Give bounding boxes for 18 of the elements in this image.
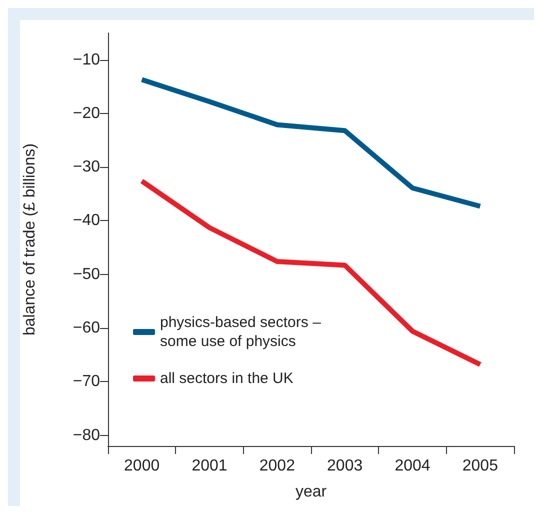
x-axis-title: year: [295, 484, 328, 500]
x-tick-label: 2001: [192, 458, 228, 474]
y-tick-label: −30: [72, 158, 100, 176]
y-axis-title: balance of trade (£ billions): [22, 143, 38, 336]
y-tick-label: −60: [72, 320, 100, 336]
x-tick-label: 2000: [124, 458, 160, 474]
y-tick-label: −50: [72, 266, 100, 283]
x-tick-label: 2005: [462, 458, 498, 474]
x-tick-label: 2002: [259, 458, 296, 474]
y-tick-label: −10: [72, 51, 100, 68]
x-tick-label: 2003: [327, 458, 363, 474]
y-tick-label: −20: [72, 104, 100, 122]
y-tick-label: −80: [72, 426, 100, 444]
legend-label: all sectors in the UK: [160, 370, 294, 387]
y-tick-label: −70: [72, 373, 100, 390]
y-tick-label: −40: [72, 212, 100, 230]
legend-label: physics-based sectors – some use of physics: [160, 314, 322, 350]
x-tick-label: 2004: [394, 458, 430, 474]
